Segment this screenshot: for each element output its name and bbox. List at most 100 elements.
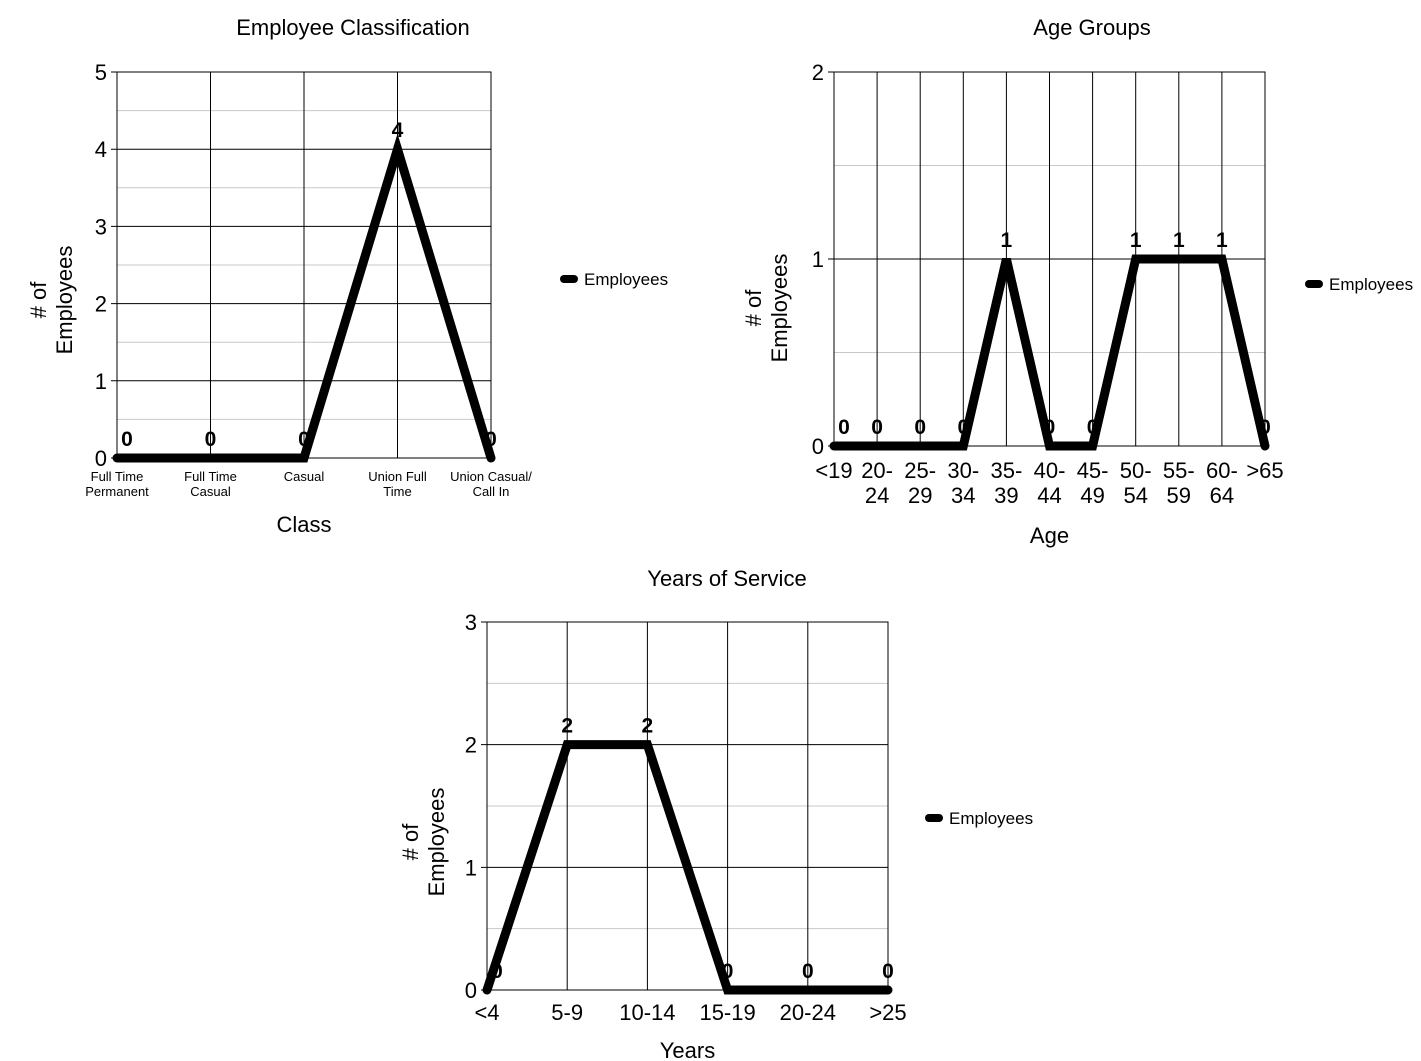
x-tick-label: 20-24 <box>780 1000 836 1025</box>
x-tick-label: Union Casual/Call In <box>450 469 532 499</box>
legend: Employees <box>925 809 1033 828</box>
data-point <box>490 457 492 459</box>
series-line-employees <box>482 740 893 995</box>
x-tick-label: <4 <box>474 1000 499 1025</box>
x-tick-label: 40-44 <box>1034 458 1066 508</box>
x-tick-label: Casual <box>284 469 325 484</box>
data-label: 2 <box>561 715 573 738</box>
data-label: 0 <box>491 960 503 983</box>
data-point <box>726 989 729 991</box>
data-label: 0 <box>1259 416 1271 439</box>
x-tick-label: Full Time Casual <box>184 469 237 499</box>
y-tick-label: 3 <box>95 214 107 239</box>
data-label: 0 <box>957 416 969 439</box>
x-axis-label: Class <box>276 512 331 537</box>
data-label: 1 <box>1216 229 1228 252</box>
x-tick-label: Union Full Time <box>368 469 427 499</box>
x-tick-label: <19 <box>815 458 852 483</box>
data-point <box>566 743 569 746</box>
x-tick-label: Full Time Permanent <box>85 469 149 499</box>
data-point <box>646 743 649 746</box>
data-point <box>876 445 879 447</box>
y-tick-label: 1 <box>95 369 107 394</box>
x-tick-label: 55-59 <box>1163 458 1195 508</box>
y-tick-label: 5 <box>95 60 107 85</box>
y-axis-label: # ofEmployees <box>741 254 792 363</box>
y-tick-label: 1 <box>812 247 824 272</box>
data-point <box>1005 258 1008 260</box>
y-tick-label: 0 <box>95 446 107 471</box>
x-tick-label: 45-49 <box>1077 458 1109 508</box>
data-label: 0 <box>914 416 926 439</box>
data-label: 1 <box>1173 229 1185 252</box>
x-tick-label: 60-64 <box>1206 458 1238 508</box>
x-axis-label: Age <box>1030 523 1069 548</box>
x-axis-label: Years <box>660 1038 715 1061</box>
x-tick-label: >25 <box>869 1000 906 1025</box>
data-point <box>396 148 399 151</box>
y-tick-label: 3 <box>465 610 477 635</box>
chart-title: Years of Service <box>647 566 806 591</box>
data-label: 0 <box>121 428 133 451</box>
data-point <box>209 457 212 459</box>
data-point <box>1091 445 1094 447</box>
y-axis-label: # ofEmployees <box>26 246 77 355</box>
x-tick-label: 35-39 <box>991 458 1023 508</box>
chart-age-groups: Age Groups 0 1 2 <19 20-24 25-29 30-34 35-39 40-4… <box>741 15 1413 548</box>
plot-area <box>486 621 889 991</box>
data-point <box>1220 258 1223 260</box>
data-point <box>116 457 118 459</box>
chart-years-of-service: Years of Service 0 1 2 3 <4 5-9 10-14 15-19 20-24… <box>398 566 1033 1061</box>
data-label: 0 <box>1087 416 1099 439</box>
data-point <box>303 457 305 459</box>
data-point <box>833 445 835 447</box>
legend: Employees <box>560 270 668 289</box>
data-label: 0 <box>485 428 497 451</box>
data-label: 2 <box>642 715 654 738</box>
y-axis-label: # ofEmployees <box>398 788 449 897</box>
data-label: 1 <box>1130 229 1142 252</box>
data-point <box>1134 258 1137 260</box>
y-tick-label: 2 <box>812 60 824 85</box>
legend: Employees <box>1305 275 1413 294</box>
x-tick-label: 20-24 <box>861 458 893 508</box>
legend-label: Employees <box>1329 275 1413 294</box>
x-tick-label: 10-14 <box>619 1000 675 1025</box>
chart-employee-classification: Employee Classification 0 1 2 3 4 5 Full Time Pe… <box>26 15 668 537</box>
y-tick-label: 0 <box>812 434 824 459</box>
y-tick-label: 2 <box>95 292 107 317</box>
chart-title: Employee Classification <box>236 15 470 40</box>
x-tick-label: 30-34 <box>947 458 979 508</box>
data-label: 1 <box>1001 229 1013 252</box>
x-tick-label: >65 <box>1246 458 1283 483</box>
data-point <box>1177 258 1180 260</box>
x-tick-label: 50-54 <box>1120 458 1152 508</box>
data-point <box>887 989 889 991</box>
legend-label: Employees <box>584 270 668 289</box>
data-label: 0 <box>722 960 734 983</box>
data-label: 0 <box>298 428 310 451</box>
data-label: 0 <box>802 960 814 983</box>
data-point <box>806 989 809 991</box>
legend-line-swatch <box>925 814 943 822</box>
data-point <box>962 445 965 447</box>
x-tick-label: 5-9 <box>551 1000 583 1025</box>
y-tick-label: 4 <box>95 137 107 162</box>
data-point <box>919 445 922 447</box>
data-point <box>1048 445 1051 447</box>
legend-line-swatch <box>560 275 578 283</box>
legend-line-swatch <box>1305 280 1323 288</box>
data-label: 0 <box>838 416 850 439</box>
data-label: 4 <box>392 119 404 142</box>
legend-label: Employees <box>949 809 1033 828</box>
data-label: 0 <box>1044 416 1056 439</box>
data-label: 0 <box>882 960 894 983</box>
x-tick-label: 15-19 <box>699 1000 755 1025</box>
data-label: 0 <box>871 416 883 439</box>
x-tick-label: 25-29 <box>904 458 936 508</box>
y-tick-label: 1 <box>465 855 477 880</box>
chart-title: Age Groups <box>1033 15 1150 40</box>
y-tick-label: 0 <box>465 978 477 1003</box>
data-label: 0 <box>205 428 217 451</box>
y-tick-label: 2 <box>465 733 477 758</box>
